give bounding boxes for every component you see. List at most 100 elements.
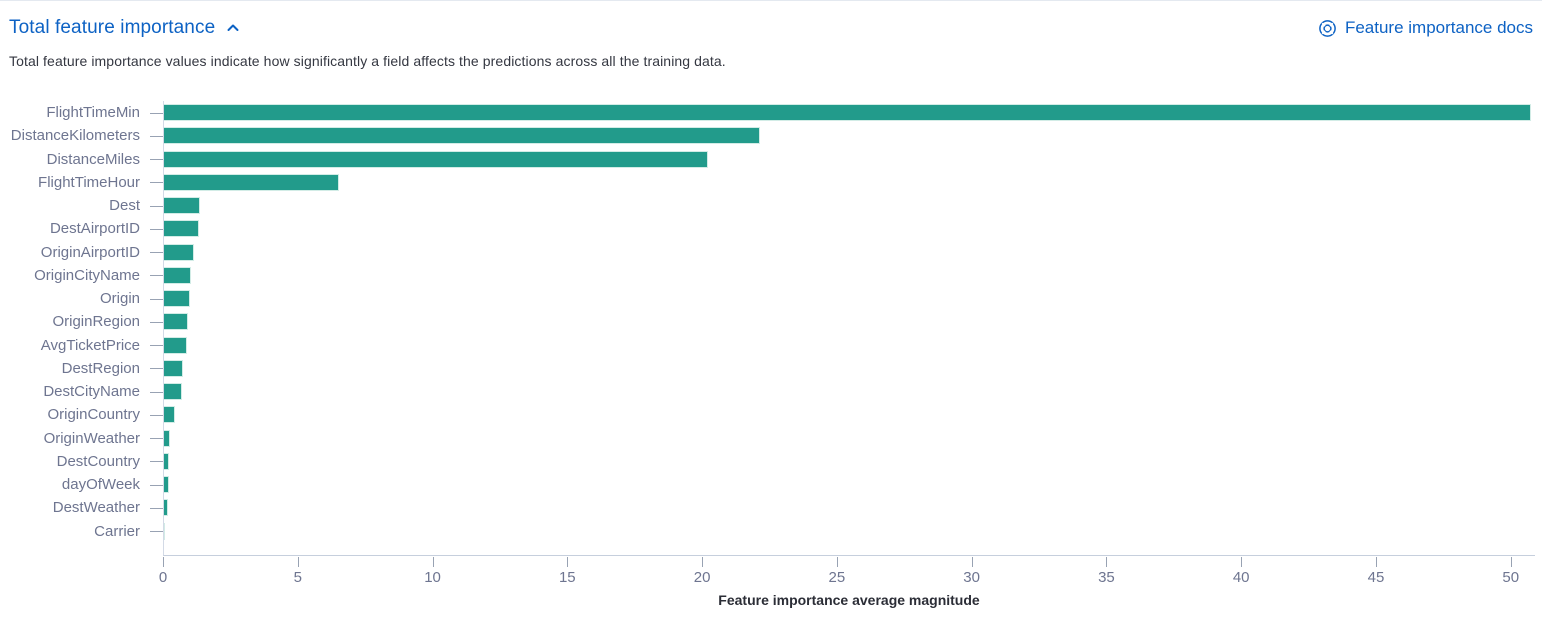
y-axis-label: FlightTimeMin (46, 104, 140, 121)
y-axis-label: DestCountry (56, 452, 140, 470)
chart-row (164, 127, 760, 145)
chevron-up-icon (225, 20, 241, 36)
y-axis-label: OriginCityName (34, 266, 140, 284)
x-axis-tick (702, 557, 704, 567)
feature-importance-bar[interactable] (164, 104, 1531, 122)
y-axis-tick (150, 112, 163, 114)
x-axis-tick-label: 15 (558, 569, 576, 586)
feature-importance-bar[interactable] (164, 476, 169, 494)
y-axis-label: Origin (99, 290, 140, 307)
chart-row (164, 383, 182, 401)
feature-importance-bar[interactable] (164, 429, 170, 447)
y-axis-tick (150, 252, 163, 254)
feature-importance-bar[interactable] (164, 452, 170, 470)
y-axis-tick (150, 345, 163, 347)
plot-area (163, 101, 1535, 556)
chart-row (164, 290, 191, 308)
section-header: Total feature importance Feature importa… (9, 13, 1533, 43)
feature-importance-bar[interactable] (164, 499, 169, 517)
accordion-toggle-button[interactable]: Total feature importance (9, 17, 241, 39)
x-axis-tick-label: 5 (293, 569, 302, 586)
feature-importance-bar[interactable] (164, 383, 182, 401)
y-axis-label: OriginAirportID (40, 243, 140, 261)
y-axis-tick (150, 298, 163, 300)
section-title: Total feature importance (9, 17, 216, 38)
x-axis-tick (971, 557, 973, 567)
y-axis-tick (150, 182, 163, 184)
feature-importance-bar[interactable] (164, 266, 191, 284)
feature-importance-bar[interactable] (164, 290, 191, 308)
y-axis-tick (150, 414, 163, 416)
feature-importance-bar[interactable] (164, 522, 166, 540)
y-axis-tick (150, 368, 163, 370)
chart-row (164, 150, 709, 168)
chart-row (164, 429, 170, 447)
x-axis-tick-label: 40 (1232, 569, 1250, 586)
x-axis-tick-label: 0 (158, 569, 168, 586)
chart-row (164, 313, 189, 331)
x-axis-tick-label: 50 (1502, 569, 1520, 586)
y-axis-label: Dest (109, 197, 140, 214)
y-axis-tick (150, 461, 163, 463)
y-axis-tick (150, 438, 163, 440)
feature-importance-bar[interactable] (164, 406, 175, 424)
y-axis-tick (150, 159, 163, 161)
y-axis-label: dayOfWeek (61, 476, 140, 493)
x-axis-tick-label: 10 (424, 569, 441, 586)
y-axis-label: OriginCountry (47, 406, 140, 424)
feature-importance-bar[interactable] (164, 197, 201, 215)
chart-row (164, 104, 1531, 122)
section-description: Total feature importance values indicate… (9, 53, 726, 69)
x-axis-tick-label: 30 (963, 569, 980, 586)
chart-row (164, 522, 166, 540)
x-axis-tick (1375, 557, 1377, 567)
y-axis-tick (150, 321, 163, 323)
y-axis-label: DistanceMiles (46, 150, 140, 168)
feature-importance-bar[interactable] (164, 127, 760, 145)
y-axis-tick (150, 135, 163, 137)
x-axis-tick (1106, 557, 1108, 567)
y-axis-tick (150, 391, 163, 393)
chart-row (164, 266, 191, 284)
x-axis-tick (1510, 557, 1512, 567)
feature-importance-bar[interactable] (164, 359, 184, 377)
chart-row (164, 499, 169, 517)
feature-importance-bar[interactable] (164, 313, 189, 331)
feature-importance-bar[interactable] (164, 173, 340, 191)
y-axis-tick (150, 275, 163, 277)
feature-importance-bar[interactable] (164, 220, 200, 238)
x-axis-tick-label: 35 (1098, 569, 1115, 586)
feature-importance-bar[interactable] (164, 243, 194, 261)
y-axis-tick (150, 484, 163, 486)
x-axis-title: Feature importance average magnitude (718, 592, 980, 608)
chart-row (164, 243, 194, 261)
chart-row (164, 197, 201, 215)
y-axis-label: OriginRegion (52, 313, 140, 331)
y-axis-label: DestCityName (43, 383, 140, 400)
chart-row (164, 220, 200, 238)
x-axis-tick (432, 557, 434, 567)
feature-importance-bar[interactable] (164, 336, 187, 354)
x-axis-tick (836, 557, 838, 567)
chart-row (164, 452, 170, 470)
help-lifebuoy-icon (1318, 19, 1337, 38)
y-axis-label: DistanceKilometers (10, 127, 140, 145)
y-axis-tick (150, 205, 163, 207)
y-axis-label: DestWeather (52, 499, 140, 517)
y-axis-tick (150, 228, 163, 230)
y-axis-tick (150, 531, 163, 533)
chart-row (164, 476, 169, 494)
y-axis-label: OriginWeather (43, 429, 140, 447)
feature-importance-bar[interactable] (164, 150, 709, 168)
docs-link-label: Feature importance docs (1344, 18, 1533, 37)
x-axis-tick (567, 557, 569, 567)
y-axis-label: Carrier (94, 522, 140, 540)
x-axis-tick (297, 557, 299, 567)
y-axis-label: AvgTicketPrice (40, 336, 140, 354)
x-axis-tick-label: 25 (828, 569, 846, 586)
x-axis-tick (163, 557, 164, 567)
chart-row (164, 336, 187, 354)
feature-importance-docs-link[interactable]: Feature importance docs (1318, 18, 1533, 38)
